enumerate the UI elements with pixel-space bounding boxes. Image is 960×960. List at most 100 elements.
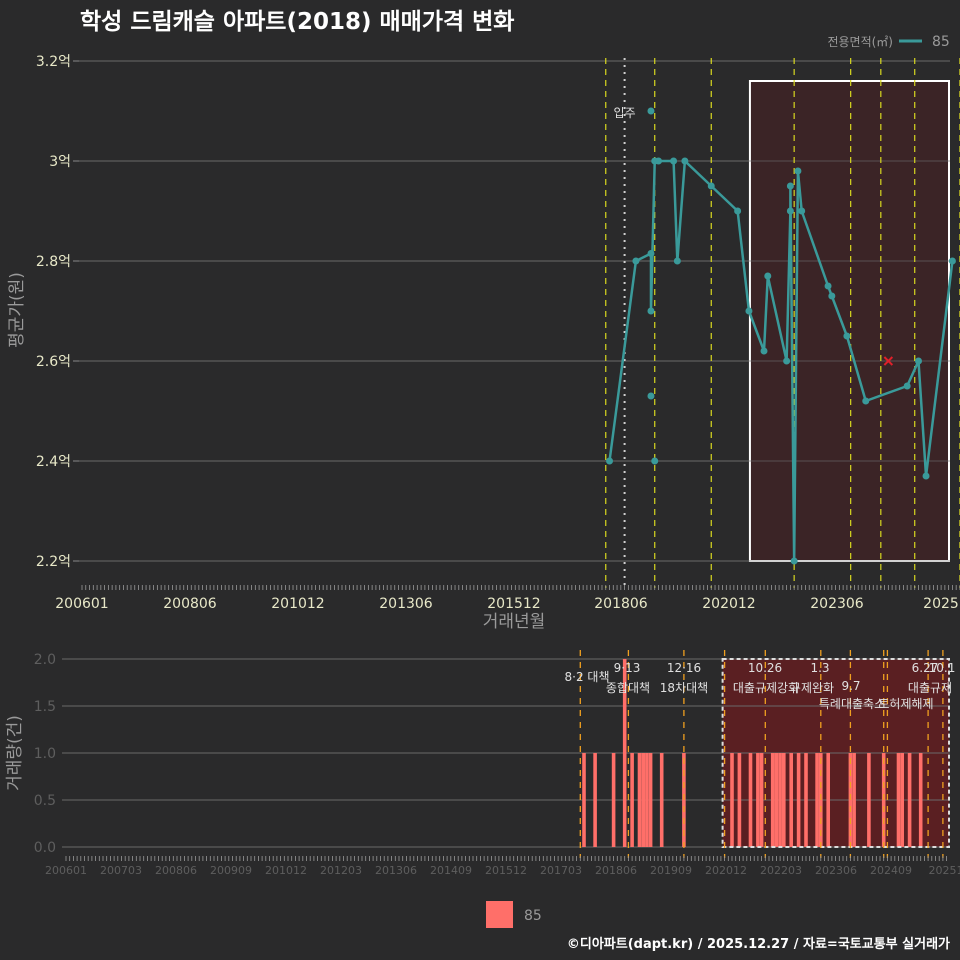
highlight-region [748,80,950,562]
policy-annotation: 토허제해제 [878,697,933,711]
volume-bar [611,753,616,847]
volume-bar [852,753,856,847]
x-tick-label: 201012 [265,864,307,877]
price-point [764,272,772,280]
x-tick-label: 202012 [702,596,755,612]
price-plot: 입주 [78,58,960,588]
bottom-highlight-border [721,658,950,848]
x-tick-label: 201806 [595,864,637,877]
x-tick-label: 201409 [430,864,472,877]
x-tick-label: 20251 [929,864,960,877]
policy-annotation: 12·16 [667,661,701,675]
legend-swatch-icon [486,901,513,928]
policy-annotation: 9·13 [614,661,641,675]
price-point [903,382,911,390]
price-y-axis-title: 평균가(원) [7,272,27,348]
bottom-legend: 85 [486,901,542,928]
chart-title: 학성 드림캐슬 아파트(2018) 매매가격 변화 [80,9,514,35]
price-point [606,457,614,465]
volume-bar [774,753,779,847]
policy-annotation: 특례대출축소 [819,697,885,711]
price-point [922,472,930,480]
move-in-label: 입주 [614,106,636,120]
volume-bar [582,753,586,847]
y-tick-label: 2.6억 [36,354,71,370]
x-tick-label: 202012 [705,864,747,877]
x-tick-label: 2025 [923,596,959,612]
price-point [786,182,794,190]
volume-bar [645,753,649,847]
x-tick-label: 201703 [540,864,582,877]
volume-bar [907,753,912,847]
volume-bar [756,753,760,847]
volume-y-axis: 2.0 1.5 1.0 0.5 0.0 [34,652,56,856]
volume-bar [659,753,664,847]
policy-annotation: 18차대책 [660,680,708,695]
y-tick-label: 3.2억 [36,54,71,70]
y-tick-label: 0.0 [34,840,56,856]
y-tick-label: 2.8억 [36,254,71,270]
policy-annotation: 대출규제강화 [733,681,799,695]
x-tick-label: 201306 [379,596,433,612]
volume-bar [900,753,904,847]
volume-bar [630,753,634,847]
price-point [632,257,640,265]
volume-bar [637,753,642,847]
volume-bar [918,753,923,847]
price-point [794,167,802,175]
policy-annotation: 9.7 [841,679,860,693]
volume-bar [804,753,808,847]
price-x-axis: 200601 200806 201012 201306 201512 201806 2020… [55,585,960,612]
volume-bar [896,753,901,847]
policy-annotation: 8·2 대책 [565,669,610,684]
x-tick-label: 201012 [271,596,324,612]
x-tick-label: 200703 [100,864,142,877]
volume-y-axis-title: 거래량(건) [5,715,25,791]
volume-bar [730,753,734,847]
policy-annotation: 10.26 [748,661,782,675]
price-point [651,457,659,465]
price-point [734,207,742,215]
reference-x-marker-icon [883,356,894,366]
x-tick-label: 201512 [487,596,540,612]
x-tick-label: 201806 [594,596,648,612]
price-point [670,157,678,165]
y-tick-label: 2.4억 [36,454,71,470]
policy-annotation: 6.27 [912,661,939,675]
price-point [647,107,655,115]
y-tick-label: 1.0 [34,746,56,762]
price-point [673,257,681,265]
volume-bar [867,753,871,847]
legend-label: 85 [932,34,950,50]
price-point [798,207,806,215]
price-point [707,182,715,190]
price-point [828,292,836,300]
policy-annotation: 규제완화 [790,681,834,695]
x-tick-label: 201203 [320,864,362,877]
x-tick-label: 200601 [55,596,108,612]
price-point [760,347,768,355]
volume-bar [815,753,819,847]
x-tick-label: 202306 [810,596,864,612]
price-point [786,207,794,215]
policy-annotation: 10.1 [929,661,956,675]
x-tick-label: 200601 [45,864,87,877]
price-point [647,392,655,400]
top-legend: 전용면적(㎡) 85 [827,34,949,50]
volume-bar [782,753,786,847]
price-point [862,397,870,405]
price-point [647,307,655,315]
volume-bar [641,753,645,847]
volume-bar [826,753,830,847]
price-point [783,357,791,365]
bottom-legend-label: 85 [524,908,542,924]
y-tick-label: 2.0 [34,652,56,668]
price-point [824,282,832,290]
policy-annotation: 대출규제 [908,681,952,695]
volume-bar [796,753,801,847]
x-tick-label: 202306 [815,864,857,877]
volume-plot: 8·2 대책 9·13 종합대책 12·16 18차대책 10.26 대출규제강화 1.3 규제… [62,650,955,858]
volume-bar [748,753,753,847]
x-tick-label: 201512 [485,864,527,877]
